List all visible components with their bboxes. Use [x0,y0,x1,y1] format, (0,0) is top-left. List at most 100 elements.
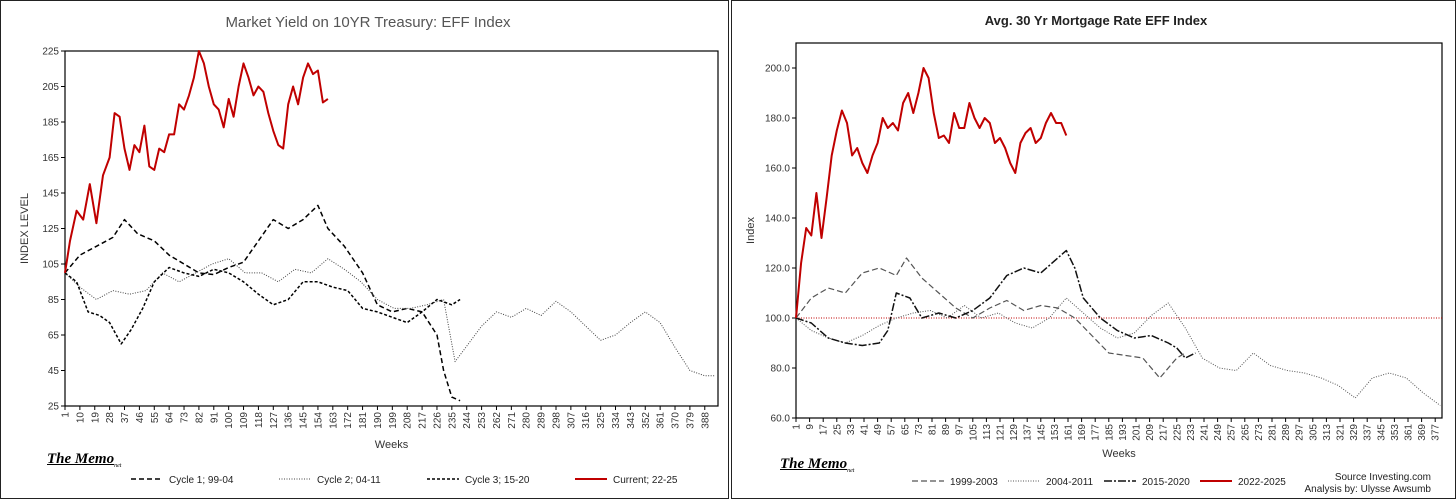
x-tick-label: 361 [656,412,667,429]
x-tick-label: 129 [1009,424,1020,441]
x-tick-label: 163 [328,412,339,429]
y-tick-label: 180.0 [765,114,790,125]
memo-logo: The Memonet [47,451,121,469]
x-tick-label: 154 [313,412,324,429]
y-tick-label: 145 [42,189,59,200]
x-tick-label: 329 [1349,424,1360,441]
x-tick-label: 64 [165,412,176,424]
x-tick-label: 289 [537,412,548,429]
series-line-current-22-25 [64,50,329,274]
x-tick-label: 25 [832,424,843,436]
x-tick-label: 369 [1417,424,1428,441]
x-tick-label: 65 [900,424,911,436]
x-tick-label: 97 [955,424,966,436]
x-tick-label: 257 [1227,424,1238,441]
y-tick-label: 165 [42,153,59,164]
chart-panel-mortgage-rate: Avg. 30 Yr Mortgage Rate EFF Index 60.0 80… [731,0,1456,499]
y-tick-label: 225 [42,47,59,58]
x-tick-label: 337 [1363,424,1374,441]
x-tick-label: 113 [982,424,993,440]
x-tick-label: 307 [566,412,577,429]
memo-label: The Memo [780,456,848,472]
y-tick-label: 105 [42,260,59,271]
chart-title: Market Yield on 10YR Treasury: EFF Index [225,14,511,31]
x-tick-label: 265 [1240,424,1251,441]
plot-area-frame [795,42,1443,419]
series-line-2015-2020 [795,249,1196,359]
series-line-2004-2011 [795,297,1441,406]
memo-suffix: net [114,463,122,469]
x-tick-label: 305 [1308,424,1319,441]
x-tick-label: 321 [1336,424,1347,441]
y-tick-label: 205 [42,82,59,93]
x-tick-label: 325 [596,412,607,429]
series-line-cycle-3-15-20 [64,266,461,345]
x-tick-label: 193 [1118,424,1129,441]
x-tick-label: 136 [284,412,295,429]
x-tick-label: 281 [1268,424,1279,441]
x-tick-label: 370 [671,412,682,429]
x-tick-label: 181 [358,412,369,429]
chart-30yr-mortgage: Avg. 30 Yr Mortgage Rate EFF Index 60.0 80… [745,13,1443,488]
x-tick-label: 388 [700,412,711,429]
x-tick-label: 137 [1023,424,1034,441]
x-tick-label: 121 [996,424,1007,441]
x-tick-label: 73 [914,424,925,436]
x-tick-label: 73 [180,412,191,424]
y-tick-label: 125 [42,224,59,235]
x-tick-label: 37 [120,412,131,424]
series-line-1999-2003 [795,257,1186,379]
x-tick-label: 177 [1091,424,1102,441]
plot-area-frame [64,50,719,407]
x-tick-label: 209 [1145,424,1156,441]
x-tick-label: 172 [343,412,354,429]
x-tick-label: 343 [626,412,637,429]
x-tick-label: 244 [462,412,473,429]
x-tick-label: 169 [1077,424,1088,441]
x-tick-label: 161 [1064,424,1075,441]
x-tick-label: 127 [269,412,280,429]
x-tick-label: 297 [1295,424,1306,441]
y-axis-label: INDEX LEVEL [19,193,31,264]
x-tick-label: 225 [1172,424,1183,441]
x-axis-label: Weeks [1102,448,1136,460]
x-tick-label: 41 [860,424,871,436]
source-note: Source Investing.com Analysis by: Ulysse… [1304,472,1431,496]
x-tick-label: 33 [846,424,857,436]
x-tick-label: 217 [418,412,429,429]
x-tick-label: 217 [1159,424,1170,441]
x-tick-label: 46 [135,412,146,424]
y-tick-label: 45 [48,366,60,377]
x-tick-label: 9 [805,424,816,430]
y-tick-label: 185 [42,118,59,129]
x-tick-label: 353 [1390,424,1401,441]
x-tick-label: 253 [477,412,488,429]
x-tick-label: 334 [611,412,622,429]
x-tick-label: 109 [239,412,250,429]
x-tick-label: 89 [941,424,952,436]
x-tick-label: 271 [507,412,518,429]
x-tick-label: 241 [1200,424,1211,441]
x-tick-label: 153 [1050,424,1061,441]
x-tick-label: 105 [968,424,979,441]
x-tick-label: 17 [819,424,830,436]
y-tick-label: 65 [48,331,60,342]
series-line-2022-2025 [795,67,1068,319]
x-tick-label: 28 [105,412,116,424]
x-tick-label: 1 [792,424,803,430]
x-tick-label: 145 [299,412,310,429]
x-tick-label: 91 [209,412,220,424]
legend-label: Current; 22-25 [613,475,678,486]
y-tick-label: 60.0 [771,414,791,425]
x-tick-label: 235 [447,412,458,429]
chart-10yr-treasury: Market Yield on 10YR Treasury: EFF Index… [19,14,719,486]
x-tick-label: 145 [1036,424,1047,441]
y-tick-label: 160.0 [765,164,790,175]
x-tick-label: 249 [1213,424,1224,441]
x-tick-label: 201 [1132,424,1143,441]
legend-label: 2004-2011 [1046,477,1094,488]
x-tick-label: 1 [61,412,72,418]
x-tick-label: 82 [194,412,205,424]
y-tick-label: 200.0 [765,64,790,75]
x-tick-label: 345 [1376,424,1387,441]
